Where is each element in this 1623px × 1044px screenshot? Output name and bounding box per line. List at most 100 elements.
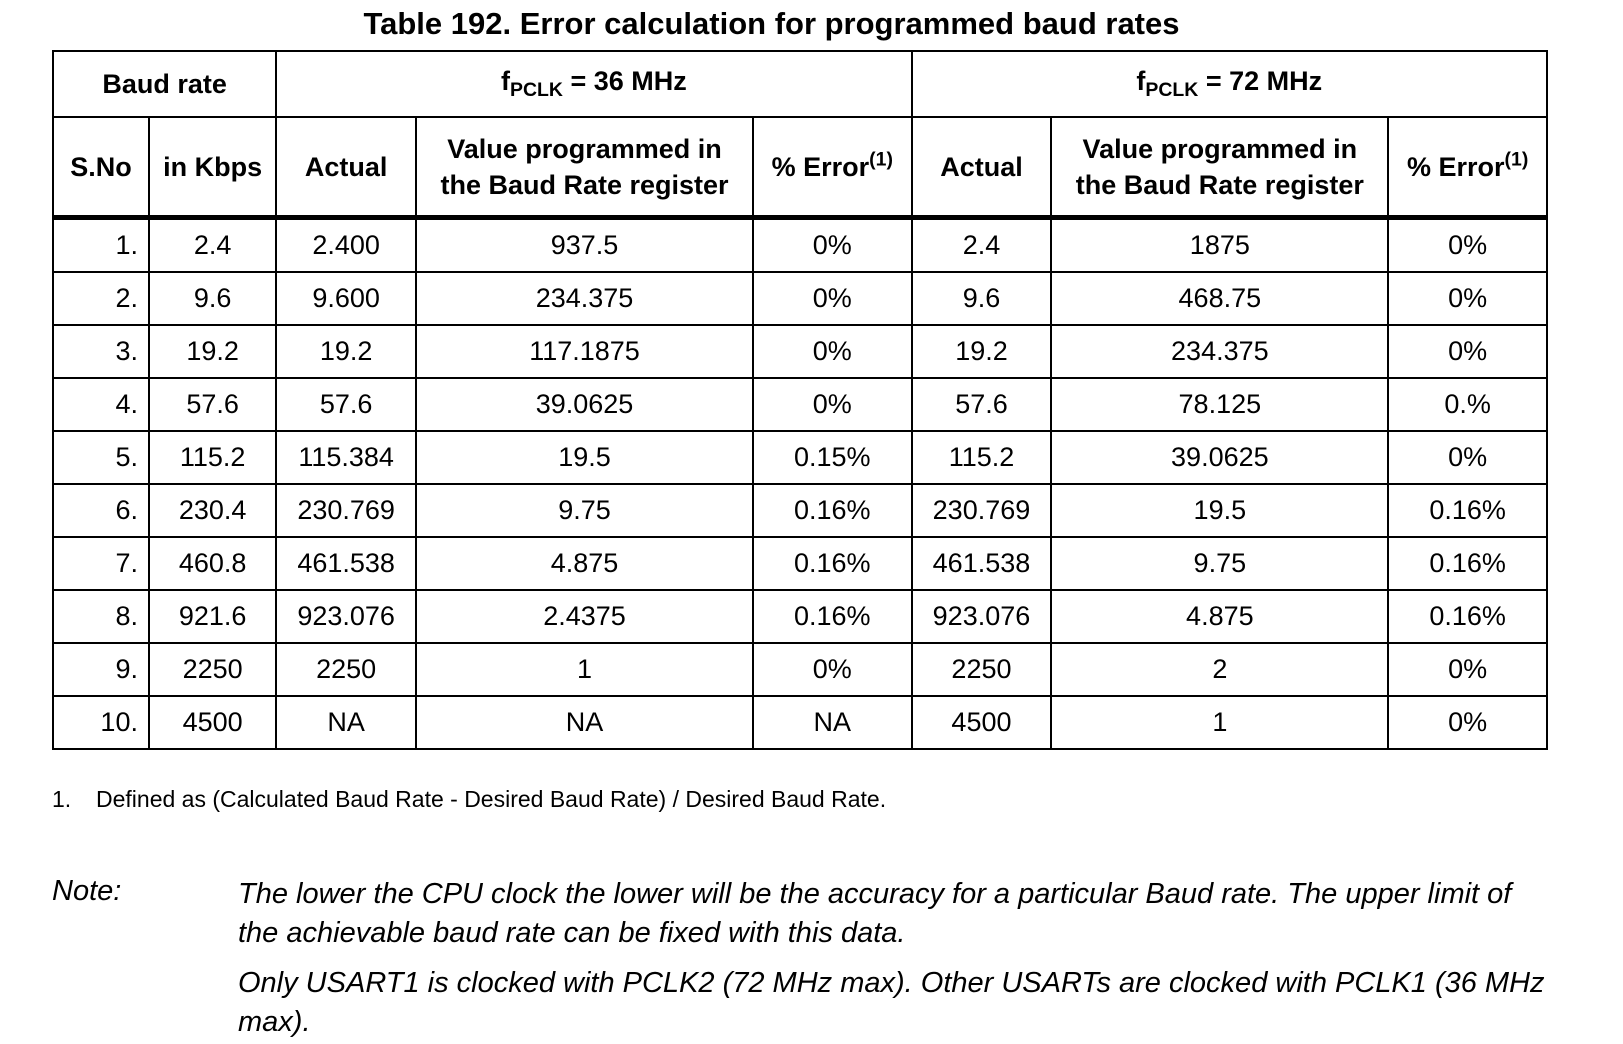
cell-value-36: 937.5 [415,216,754,273]
table-row: 9. 2250 2250 1 0% 2250 2 0% [52,642,1548,697]
cell-error-72: 0% [1387,430,1548,485]
cell-error-72: 0.16% [1387,483,1548,538]
header-in-kbps: in Kbps [147,116,278,220]
cell-error-36: 0.16% [751,589,913,644]
header-value-36: Value programmed in the Baud Rate registe… [415,116,754,220]
cell-actual-36: 57.6 [275,377,418,432]
cell-kbps: 19.2 [147,324,278,379]
baud-rate-table: Baud rate fPCLK = 36 MHz fPCLK = 72 MHz … [51,50,1549,750]
cell-error-36: 0% [751,216,913,273]
cell-actual-36: 923.076 [275,589,418,644]
cell-error-72: 0.% [1387,377,1548,432]
cell-error-72: 0% [1387,271,1548,326]
cell-sno: 2. [52,271,150,326]
header-sno: S.No [52,116,150,220]
cell-value-72: 234.375 [1050,324,1390,379]
cell-error-36: 0% [751,324,913,379]
cell-actual-72: 4500 [910,695,1053,750]
cell-kbps: 2.4 [147,216,278,273]
cell-actual-36: 115.384 [275,430,418,485]
cell-error-36: 0.15% [751,430,913,485]
cell-sno: 9. [52,642,150,697]
footnote-number: 1. [52,786,72,812]
cell-value-36: 1 [415,642,754,697]
cell-actual-36: 19.2 [275,324,418,379]
table-row: 7. 460.8 461.538 4.875 0.16% 461.538 9.7… [52,536,1548,591]
cell-kbps: 9.6 [147,271,278,326]
note-label: Note: [52,875,122,907]
table-row: 8. 921.6 923.076 2.4375 0.16% 923.076 4.… [52,589,1548,644]
cell-value-36: 39.0625 [415,377,754,432]
cell-value-72: 1875 [1050,216,1390,273]
cell-kbps: 921.6 [147,589,278,644]
cell-sno: 1. [52,216,150,273]
cell-actual-72: 9.6 [910,271,1053,326]
table-row: 5. 115.2 115.384 19.5 0.15% 115.2 39.062… [52,430,1548,485]
cell-kbps: 460.8 [147,536,278,591]
cell-value-36: 4.875 [415,536,754,591]
cell-kbps: 57.6 [147,377,278,432]
cell-value-72: 1 [1050,695,1390,750]
cell-sno: 10. [52,695,150,750]
cell-value-72: 4.875 [1050,589,1390,644]
cell-value-36: NA [415,695,754,750]
cell-value-36: 19.5 [415,430,754,485]
header-baud-rate: Baud rate [51,50,278,118]
cell-error-72: 0.16% [1387,536,1548,591]
cell-error-72: 0% [1387,695,1548,750]
cell-actual-36: NA [275,695,418,750]
header-actual-72: Actual [910,116,1053,220]
note-paragraph-2: Only USART1 is clocked with PCLK2 (72 MH… [238,967,1545,1038]
cell-sno: 8. [52,589,150,644]
table-row: 4. 57.6 57.6 39.0625 0% 57.6 78.125 0.% [52,377,1548,432]
cell-error-36: 0% [751,642,913,697]
cell-sno: 7. [52,536,150,591]
cell-actual-72: 57.6 [910,377,1053,432]
cell-value-36: 234.375 [415,271,754,326]
table-row: 2. 9.6 9.600 234.375 0% 9.6 468.75 0% [52,271,1548,326]
cell-value-72: 9.75 [1050,536,1390,591]
cell-actual-72: 923.076 [910,589,1053,644]
cell-error-72: 0% [1387,324,1548,379]
cell-sno: 5. [52,430,150,485]
table-footnote: 1. Defined as (Calculated Baud Rate - Des… [52,786,886,813]
cell-kbps: 4500 [147,695,278,750]
cell-sno: 4. [52,377,150,432]
cell-error-36: 0.16% [751,483,913,538]
cell-value-72: 39.0625 [1050,430,1390,485]
table-caption: Table 192. Error calculation for program… [363,6,1180,41]
cell-actual-36: 230.769 [275,483,418,538]
cell-kbps: 115.2 [147,430,278,485]
cell-actual-72: 19.2 [910,324,1053,379]
footnote-text: Defined as (Calculated Baud Rate - Desir… [96,786,887,812]
cell-actual-36: 2.400 [275,216,418,273]
header-actual-36: Actual [275,116,418,220]
note-paragraph-1: The lower the CPU clock the lower will b… [238,878,1512,949]
cell-actual-72: 461.538 [910,536,1053,591]
cell-value-72: 2 [1050,642,1390,697]
header-error-72: % Error(1) [1387,116,1548,220]
cell-value-72: 468.75 [1050,271,1390,326]
cell-error-36: 0% [751,377,913,432]
header-row-columns: S.No in Kbps Actual Value programmed in t… [52,116,1548,220]
cell-actual-72: 2250 [910,642,1053,697]
cell-error-36: 0.16% [751,536,913,591]
table-row: 10. 4500 NA NA NA 4500 1 0% [52,695,1548,750]
header-value-72: Value programmed in the Baud Rate registe… [1050,116,1390,220]
table-row: 6. 230.4 230.769 9.75 0.16% 230.769 19.5… [52,483,1548,538]
header-fpclk-72: fPCLK = 72 MHz [910,50,1549,118]
cell-error-72: 0% [1387,216,1548,273]
cell-error-36: NA [751,695,913,750]
cell-value-36: 9.75 [415,483,754,538]
cell-value-72: 78.125 [1050,377,1390,432]
cell-error-72: 0.16% [1387,589,1548,644]
header-error-36: % Error(1) [751,116,913,220]
cell-kbps: 2250 [147,642,278,697]
cell-value-36: 2.4375 [415,589,754,644]
cell-actual-36: 2250 [275,642,418,697]
cell-value-36: 117.1875 [415,324,754,379]
cell-actual-72: 115.2 [910,430,1053,485]
cell-actual-36: 9.600 [275,271,418,326]
cell-error-72: 0% [1387,642,1548,697]
cell-actual-36: 461.538 [275,536,418,591]
